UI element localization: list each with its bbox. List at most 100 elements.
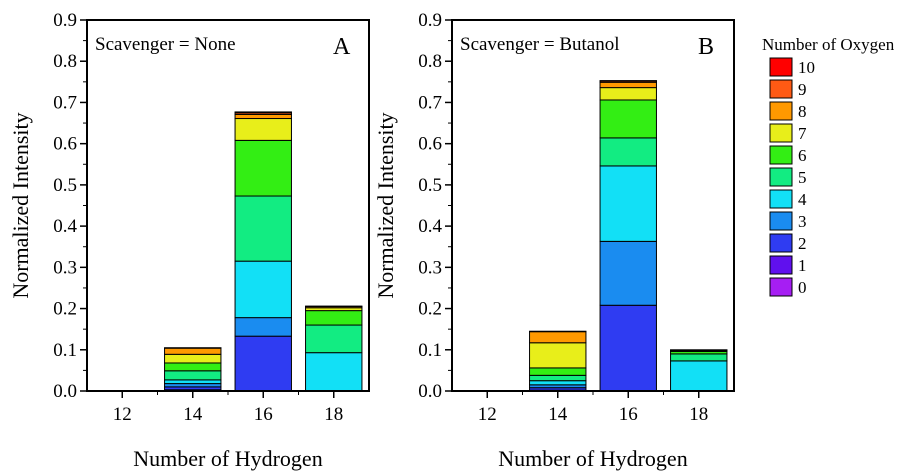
legend-swatch-0	[769, 277, 793, 297]
bar-segment-h16-o5	[599, 137, 657, 167]
bar-segment-h14-o9	[529, 330, 587, 333]
panel-b-x-axis-title: Number of Hydrogen	[498, 446, 687, 471]
bar-segment-h16-o6	[599, 99, 657, 139]
bar-segment-h16-o8	[234, 113, 292, 120]
y-tick-label: 0.9	[418, 10, 442, 31]
y-tick-label: 0.4	[53, 216, 77, 237]
bar-segment-h16-o3	[234, 317, 292, 337]
bar-segment-h18-o9	[670, 349, 728, 351]
y-tick-label: 0.1	[418, 340, 442, 361]
x-tick-label: 18	[324, 404, 343, 425]
x-tick-label: 12	[478, 404, 497, 425]
bar-segment-h18-o4	[670, 360, 728, 392]
y-tick-label: 0.4	[418, 216, 442, 237]
bar-segment-h14-o5	[164, 370, 222, 381]
legend-swatch-10	[769, 57, 793, 77]
bar-segment-h16-o2	[599, 304, 657, 392]
y-tick-label: 0.7	[418, 92, 442, 113]
bar-segment-h14-o6	[529, 367, 587, 376]
y-tick-label: 0.2	[53, 299, 77, 320]
legend-label-8: 8	[798, 102, 807, 121]
bar-segment-h16-o10	[599, 80, 657, 82]
panel-b-bars	[529, 80, 728, 392]
bar-segment-h14-o7	[164, 353, 222, 364]
panel-b-letter: B	[698, 34, 714, 60]
y-tick-label: 0.3	[53, 257, 77, 278]
bar-segment-h16-o7	[599, 87, 657, 101]
panel-b-annotation: Scavenger = Butanol	[460, 34, 620, 55]
legend-swatch-8	[769, 101, 793, 121]
bar-segment-h14-o6	[164, 362, 222, 372]
bar-segment-h16-o8	[599, 81, 657, 89]
bar-segment-h16-o2	[234, 335, 292, 392]
y-tick-label: 0.6	[418, 134, 442, 155]
y-tick-label: 0.5	[53, 175, 77, 196]
panel-a-letter: A	[333, 34, 351, 60]
legend-label-6: 6	[798, 146, 807, 165]
legend-swatch-1	[769, 255, 793, 275]
bar-segment-h14-o5	[529, 374, 587, 382]
bar-segment-h16-o7	[234, 118, 292, 141]
panel-b-y-axis-title: Normalized Intensity	[373, 112, 398, 298]
bar-segment-h18-o5	[670, 353, 728, 362]
legend-title: Number of Oxygen	[762, 35, 895, 54]
legend-swatch-6	[769, 145, 793, 165]
bar-segment-h14-o7	[529, 342, 587, 369]
x-tick-label: 18	[689, 404, 708, 425]
y-tick-label: 0.8	[418, 51, 442, 72]
legend-label-3: 3	[798, 212, 807, 231]
legend-label-10: 10	[798, 58, 815, 77]
bar-segment-h18-o4	[305, 352, 363, 392]
bar-segment-h16-o5	[234, 195, 292, 262]
y-tick-label: 0.5	[418, 175, 442, 196]
legend-swatch-4	[769, 189, 793, 209]
y-tick-label: 0.0	[53, 381, 77, 402]
legend-label-5: 5	[798, 168, 807, 187]
bar-segment-h14-o4	[164, 379, 222, 385]
panel-b-x-ticks: 12 14 16 18	[478, 391, 708, 425]
bar-segment-h16-o4	[599, 165, 657, 242]
panel-b: 0.00.10.20.30.40.50.60.70.80.9 12 14 16 18 …	[373, 10, 735, 471]
panel-a: 0.00.10.20.30.40.50.60.70.80.9 12 14 16 18 …	[8, 10, 370, 471]
bar-segment-h16-o3	[599, 240, 657, 306]
legend-label-9: 9	[798, 80, 807, 99]
panel-a-bars	[164, 111, 363, 392]
bar-segment-h16-o6	[234, 139, 292, 197]
panel-a-x-axis-title: Number of Hydrogen	[133, 446, 322, 471]
y-tick-label: 0.2	[418, 299, 442, 320]
bar-segment-h14-o8	[164, 347, 222, 355]
y-tick-label: 0.0	[418, 381, 442, 402]
panel-a-x-ticks: 12 14 16 18	[113, 391, 343, 425]
panel-b-plot-frame	[451, 19, 735, 392]
panel-a-annotation: Scavenger = None	[95, 34, 236, 55]
legend-swatch-3	[769, 211, 793, 231]
legend-swatch-2	[769, 233, 793, 253]
panel-b-y-ticks: 0.0 0.1 0.2 0.3 0.4 0.5 0.6 0.7 0.8 0.9	[418, 10, 452, 402]
bar-segment-h18-o6	[305, 310, 363, 326]
bar-segment-h14-o9	[164, 347, 222, 349]
y-tick-label: 0.3	[418, 257, 442, 278]
x-tick-label: 16	[254, 404, 273, 425]
panel-a-y-ticks: 0.0 0.1 0.2 0.3 0.4 0.5 0.6 0.7 0.8 0.9	[53, 10, 87, 402]
bar-segment-h18-o5	[305, 324, 363, 354]
bar-segment-h16-o4	[234, 260, 292, 319]
bar-segment-h18-o9	[305, 305, 363, 308]
y-tick-label: 0.7	[53, 92, 77, 113]
legend-swatch-9	[769, 79, 793, 99]
y-tick-label: 0.1	[53, 340, 77, 361]
x-tick-label: 14	[548, 404, 568, 425]
legend-swatch-5	[769, 167, 793, 187]
legend-swatch-7	[769, 123, 793, 143]
y-tick-label: 0.6	[53, 134, 77, 155]
legend-label-0: 0	[798, 278, 807, 297]
bar-segment-h14-o8	[529, 331, 587, 344]
x-tick-label: 14	[183, 404, 203, 425]
panel-a-y-axis-title: Normalized Intensity	[8, 112, 33, 298]
legend-label-7: 7	[798, 124, 807, 143]
y-tick-label: 0.8	[53, 51, 77, 72]
legend-label-4: 4	[798, 190, 807, 209]
x-tick-label: 16	[619, 404, 638, 425]
